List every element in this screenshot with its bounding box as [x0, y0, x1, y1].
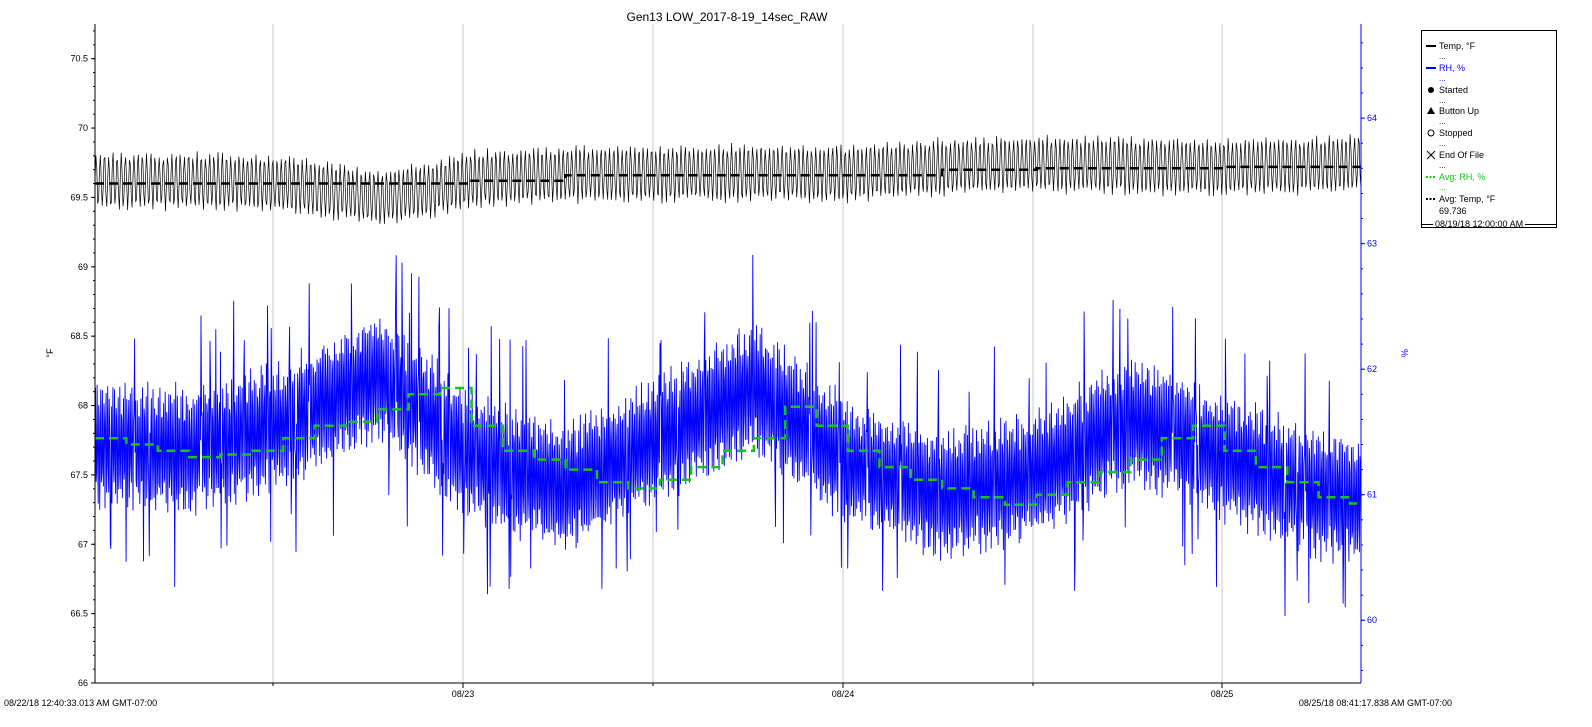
- temp-series: [94, 134, 1362, 225]
- legend-label: End Of File: [1439, 150, 1485, 160]
- x-start-label: 08/22/18 12:40:33.013 AM GMT-07:00: [4, 698, 158, 708]
- legend-label: Stopped: [1439, 128, 1473, 139]
- left-tick-label: 68.5: [70, 331, 88, 341]
- left-tick-label: 69.5: [70, 192, 88, 202]
- right-tick-label: 63: [1367, 239, 1377, 249]
- legend-dots: ...: [1439, 182, 1446, 192]
- right-tick-label: 64: [1367, 113, 1377, 123]
- legend-label: Started: [1439, 84, 1469, 95]
- left-tick-label: 68: [78, 401, 88, 411]
- avg-rh-line: [95, 386, 1361, 507]
- legend-dots: ...: [1439, 139, 1446, 149]
- x-end-label: 08/25/18 08:41:17.838 AM GMT-07:00: [1298, 698, 1452, 708]
- line-icon: [1426, 41, 1436, 51]
- legend-label: Avg: RH, %: [1439, 171, 1486, 182]
- avg-temp-line: [95, 165, 1361, 185]
- legend-avg-temp-value: 69.736: [1439, 206, 1467, 217]
- open-circle-icon: [1426, 128, 1436, 138]
- legend-dots: ...: [1439, 52, 1446, 61]
- legend-footer-time: 08/19/18 12:00:00 AM: [1435, 219, 1524, 229]
- left-tick-label: 67: [78, 539, 88, 549]
- legend-item: RH, %: [1426, 63, 1465, 73]
- legend-item: Temp, °F: [1426, 41, 1475, 51]
- legend-item: Stopped: [1426, 128, 1473, 138]
- legend-dots: ...: [1439, 73, 1446, 83]
- legend-dots: ...: [1439, 95, 1446, 105]
- right-tick-label: 61: [1367, 490, 1377, 500]
- legend-dots: ...: [1439, 161, 1446, 170]
- avg-temp-series: [95, 165, 1361, 185]
- dashed-line-icon: [1426, 172, 1436, 182]
- legend-dots: ...: [1439, 117, 1446, 127]
- ticks: 66 66.5 67 67.5 68 68.5 69 69.5 70 70.5 60 61 62 63 64…: [70, 30, 1377, 699]
- chart-title: Gen13 LOW_2017-8-19_14sec_RAW: [627, 10, 829, 24]
- right-tick-label: 62: [1367, 364, 1377, 374]
- left-tick-label: 69: [78, 262, 88, 272]
- legend-item: End Of File: [1426, 150, 1484, 160]
- legend-label: Avg: Temp, °F: [1439, 193, 1496, 204]
- legend-label: Temp, °F: [1439, 41, 1476, 51]
- axes: [94, 24, 1362, 684]
- legend-item: Avg: RH, %: [1426, 172, 1485, 182]
- legend-item: Button Up: [1426, 106, 1479, 116]
- legend-label: Button Up: [1439, 106, 1480, 117]
- left-tick-label: 70.5: [70, 54, 88, 64]
- cross-icon: [1426, 150, 1436, 160]
- x-tick-label: 08/25: [1211, 689, 1234, 699]
- legend-item: Started: [1426, 85, 1468, 95]
- right-axis-label: %: [1400, 349, 1410, 357]
- line-icon: [1426, 63, 1436, 73]
- left-tick-label: 66: [78, 678, 88, 688]
- left-tick-label: 70: [78, 123, 88, 133]
- left-tick-label: 66.5: [70, 609, 88, 619]
- legend-footer: 08/19/18 12:00:00 AM: [1421, 219, 1557, 229]
- right-tick-label: 60: [1367, 615, 1377, 625]
- dashed-line-icon: [1426, 194, 1436, 204]
- left-axis-label: °F: [45, 348, 55, 358]
- x-tick-label: 08/24: [832, 689, 855, 699]
- legend-label: RH, %: [1439, 62, 1466, 73]
- left-tick-label: 67.5: [70, 470, 88, 480]
- legend: Temp, °F... RH, %... Started... Button Up..…: [1421, 30, 1557, 229]
- avg-rh-series: [95, 386, 1361, 507]
- filled-circle-icon: [1426, 85, 1436, 95]
- filled-triangle-icon: [1426, 106, 1436, 116]
- legend-item: Avg: Temp, °F: [1426, 194, 1495, 204]
- temp-line: [94, 134, 1362, 225]
- grid-lines: [272, 24, 1223, 683]
- x-tick-label: 08/23: [452, 689, 475, 699]
